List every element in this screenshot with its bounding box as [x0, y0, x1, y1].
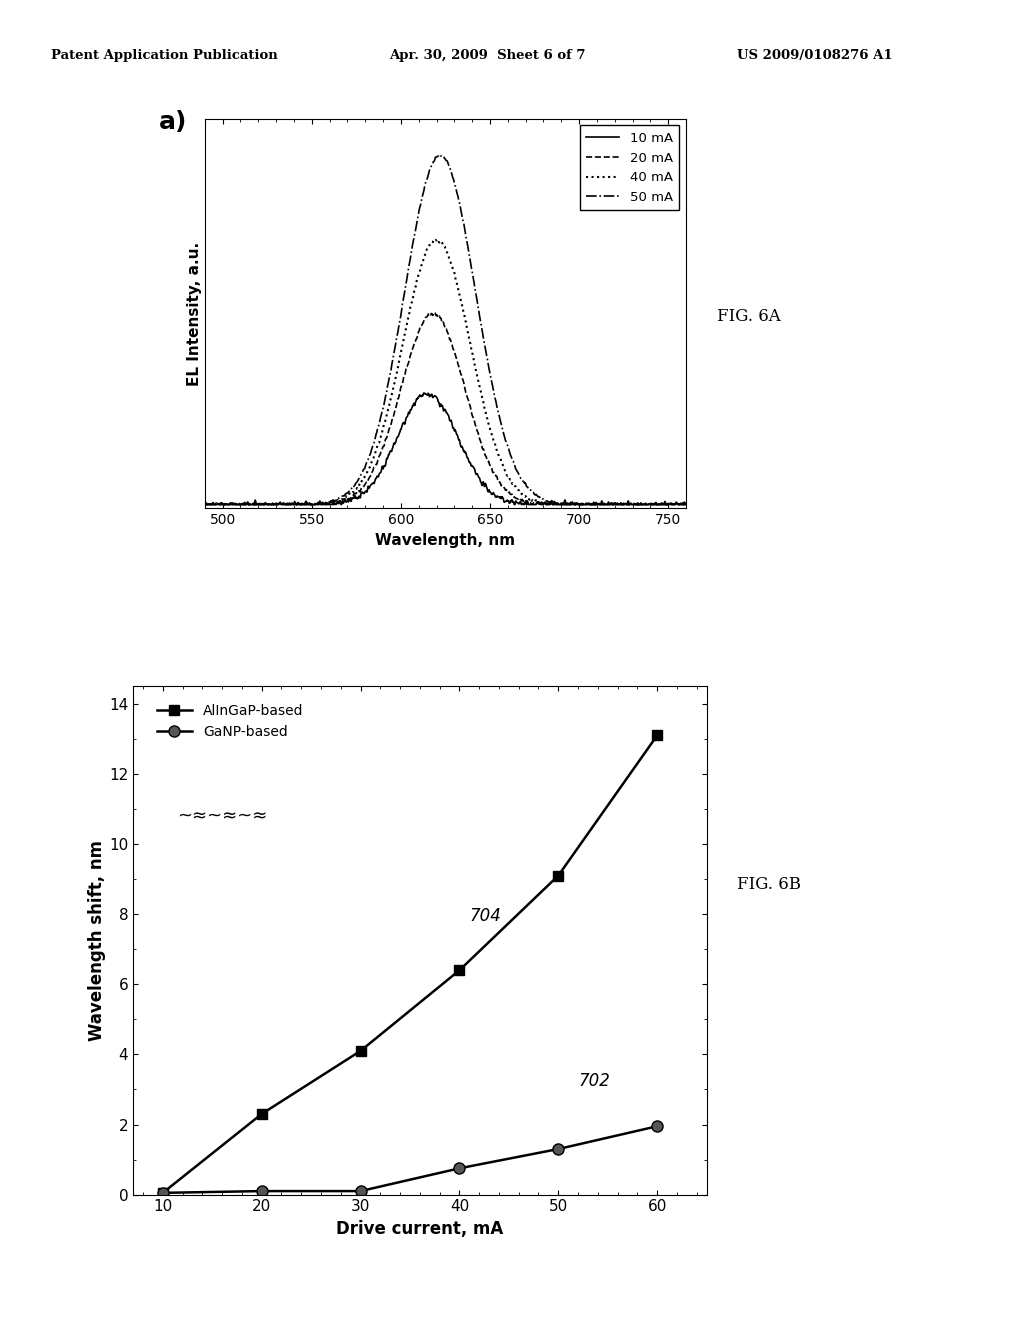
Line: GaNP-based: GaNP-based: [158, 1121, 663, 1199]
10 mA: [680, 496, 692, 512]
40 mA: [578, 496, 590, 512]
GaNP-based: [454, 1160, 466, 1176]
Text: 702: 702: [578, 1072, 610, 1090]
10 mA: [433, 396, 445, 412]
10 mA: [201, 496, 213, 512]
Text: FIG. 6B: FIG. 6B: [737, 876, 801, 892]
20 mA: [433, 309, 445, 325]
GaNP-based: [651, 1118, 664, 1134]
AlInGaP-based: [651, 727, 664, 743]
20 mA: [428, 305, 440, 321]
Line: 50 mA: 50 mA: [205, 154, 686, 504]
AlInGaP-based: [454, 962, 466, 978]
Text: a): a): [159, 110, 187, 133]
X-axis label: Wavelength, nm: Wavelength, nm: [376, 532, 515, 548]
GaNP-based: [552, 1140, 564, 1156]
50 mA: [578, 496, 590, 512]
40 mA: [433, 235, 445, 251]
Line: 20 mA: 20 mA: [205, 313, 686, 504]
Text: 704: 704: [469, 907, 501, 925]
Line: AlInGaP-based: AlInGaP-based: [158, 730, 662, 1197]
40 mA: [223, 496, 236, 512]
40 mA: [432, 231, 444, 247]
20 mA: [666, 496, 678, 512]
GaNP-based: [157, 1185, 169, 1201]
Legend: 10 mA, 20 mA, 40 mA, 50 mA: 10 mA, 20 mA, 40 mA, 50 mA: [580, 125, 680, 210]
Legend: AlInGaP-based, GaNP-based: AlInGaP-based, GaNP-based: [152, 698, 309, 744]
AlInGaP-based: [256, 1106, 268, 1122]
Line: 40 mA: 40 mA: [205, 239, 686, 504]
Text: Patent Application Publication: Patent Application Publication: [51, 49, 278, 62]
Text: FIG. 6A: FIG. 6A: [717, 309, 780, 325]
Text: ~≈~≈~≈: ~≈~≈~≈: [177, 807, 267, 825]
10 mA: [667, 496, 679, 512]
50 mA: [666, 496, 678, 512]
AlInGaP-based: [354, 1043, 367, 1059]
10 mA: [667, 496, 679, 512]
20 mA: [420, 309, 432, 325]
Text: Apr. 30, 2009  Sheet 6 of 7: Apr. 30, 2009 Sheet 6 of 7: [389, 49, 586, 62]
40 mA: [680, 496, 692, 512]
20 mA: [667, 496, 679, 512]
AlInGaP-based: [157, 1185, 169, 1201]
10 mA: [421, 387, 433, 403]
10 mA: [579, 496, 591, 512]
20 mA: [680, 495, 692, 511]
50 mA: [667, 496, 679, 512]
AlInGaP-based: [552, 867, 564, 883]
50 mA: [680, 495, 692, 511]
GaNP-based: [256, 1183, 268, 1199]
Text: US 2009/0108276 A1: US 2009/0108276 A1: [737, 49, 893, 62]
10 mA: [418, 385, 430, 401]
50 mA: [420, 173, 432, 189]
Line: 10 mA: 10 mA: [205, 393, 686, 504]
Y-axis label: Wavelength shift, nm: Wavelength shift, nm: [88, 840, 106, 1041]
20 mA: [223, 496, 236, 512]
40 mA: [420, 243, 432, 259]
40 mA: [666, 496, 678, 512]
50 mA: [433, 147, 445, 162]
10 mA: [223, 496, 236, 512]
Y-axis label: EL Intensity, a.u.: EL Intensity, a.u.: [187, 242, 202, 385]
10 mA: [199, 495, 211, 511]
20 mA: [578, 496, 590, 512]
50 mA: [223, 496, 236, 512]
50 mA: [199, 496, 211, 512]
X-axis label: Drive current, mA: Drive current, mA: [336, 1220, 504, 1238]
40 mA: [199, 496, 211, 512]
40 mA: [667, 496, 679, 512]
50 mA: [433, 147, 445, 162]
GaNP-based: [354, 1183, 367, 1199]
20 mA: [199, 496, 211, 512]
